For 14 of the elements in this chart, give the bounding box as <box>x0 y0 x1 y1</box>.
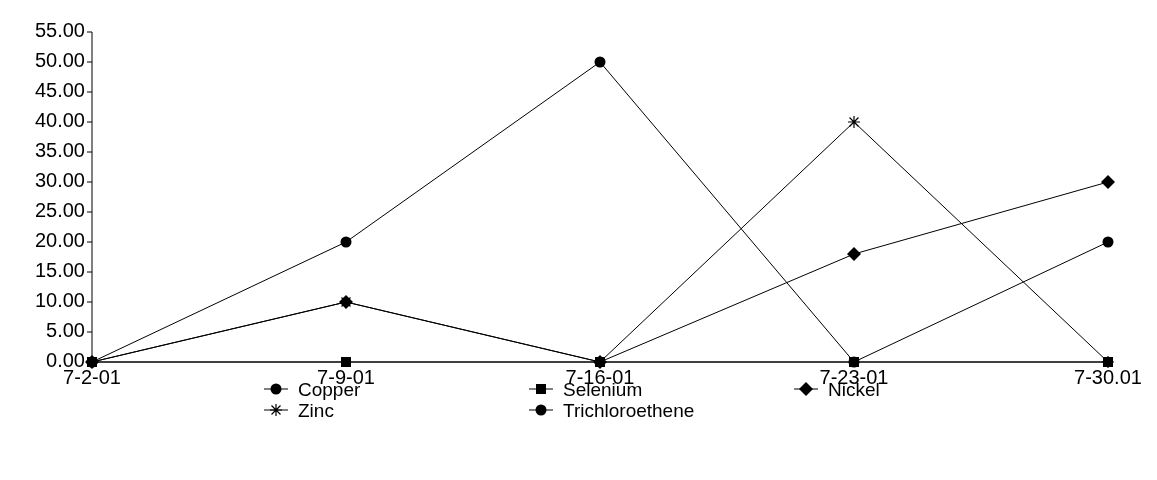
y-tick-label: 40.00 <box>34 109 85 131</box>
legend-label: Trichloroethene <box>563 399 695 421</box>
y-tick-label: 5.00 <box>46 319 85 341</box>
y-tick-label: 15.00 <box>34 259 85 281</box>
y-tick-label: 25.00 <box>34 199 85 221</box>
legend-label: Zinc <box>298 399 334 421</box>
y-tick-label: 50.00 <box>34 49 85 71</box>
y-tick-label: 55.00 <box>34 19 85 41</box>
y-tick-label: 45.00 <box>34 79 85 101</box>
y-tick-label: 20.00 <box>34 229 85 251</box>
y-tick-label: 10.00 <box>34 289 85 311</box>
y-tick-label: 35.00 <box>34 139 85 161</box>
x-tick-label: 7-30.01 <box>1074 366 1142 388</box>
y-tick-label: 30.00 <box>34 169 85 191</box>
